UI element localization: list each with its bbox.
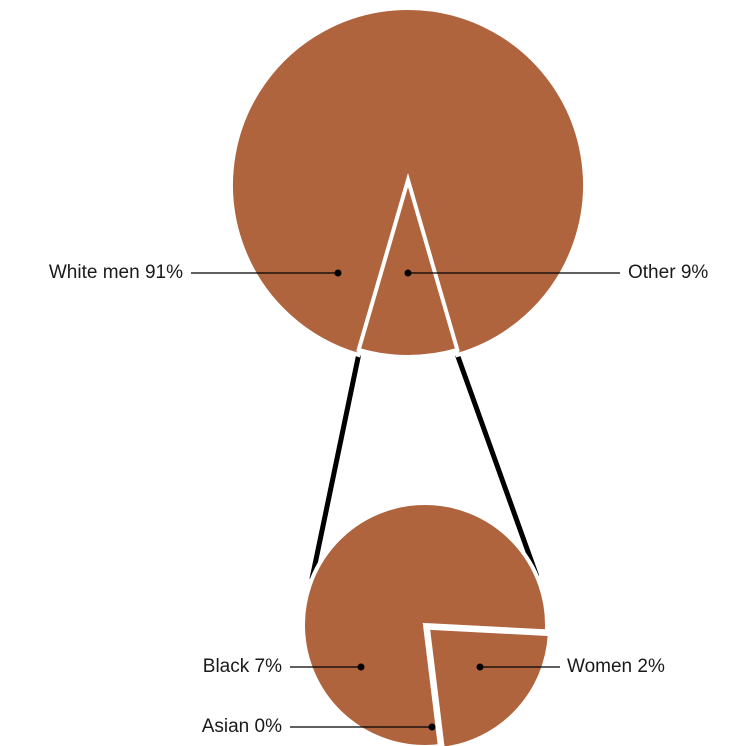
slice-name: Women xyxy=(567,656,632,677)
leader-dot xyxy=(428,723,436,731)
slice-label: Asian 0% xyxy=(202,716,282,737)
slice-value: 7% xyxy=(255,656,283,677)
leader-dot xyxy=(476,663,484,671)
slice-label: Women 2% xyxy=(567,656,665,677)
slice-label: Black 7% xyxy=(203,656,282,677)
slice-value: 91% xyxy=(145,262,183,283)
connector xyxy=(455,354,540,578)
connector xyxy=(309,354,362,580)
slice-name: White men xyxy=(49,262,140,283)
slice-name: Black xyxy=(203,656,250,677)
leader-dot xyxy=(404,269,412,277)
pie-slice xyxy=(425,625,552,746)
leader-dot xyxy=(334,269,342,277)
slice-label: White men 91% xyxy=(49,262,183,283)
pie-slice xyxy=(301,501,549,746)
slice-value: 2% xyxy=(637,656,665,677)
leader-dot xyxy=(357,663,365,671)
slice-label: Other 9% xyxy=(628,262,708,283)
slice-value: 9% xyxy=(681,262,709,283)
slice-value: 0% xyxy=(255,716,283,737)
pie-slice xyxy=(356,172,460,359)
slice-name: Other xyxy=(628,262,676,283)
slice-name: Asian xyxy=(202,716,250,737)
